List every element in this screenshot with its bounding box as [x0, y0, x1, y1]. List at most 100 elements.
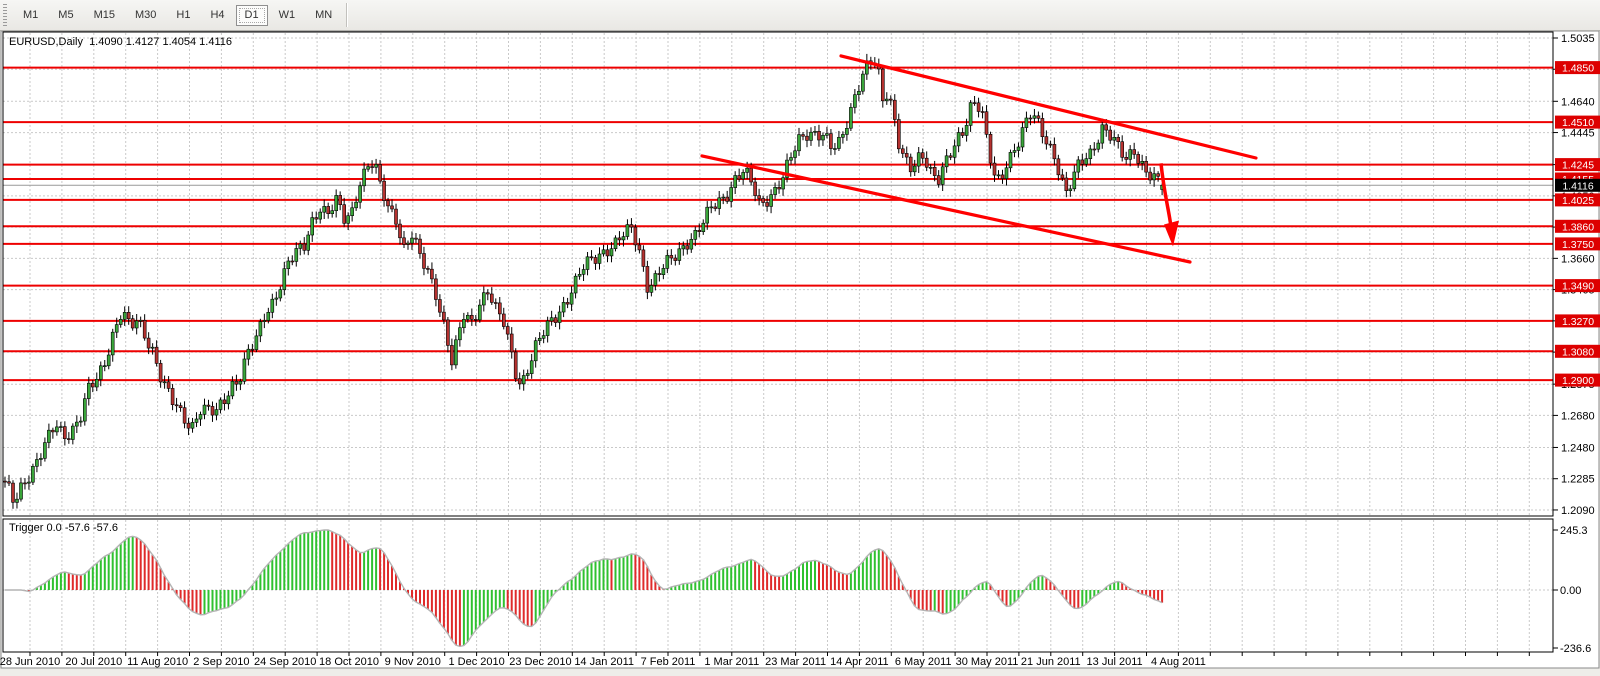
toolbar-separator — [346, 3, 349, 27]
candlestick — [27, 481, 31, 484]
price-axis-label: 1.4445 — [1561, 128, 1595, 140]
candlestick — [549, 317, 554, 322]
timeframe-button-w1[interactable]: W1 — [278, 8, 296, 21]
timeframe-button-m30[interactable]: M30 — [134, 8, 157, 21]
candlestick — [1128, 149, 1132, 160]
down-arrow-head[interactable] — [1164, 220, 1179, 247]
date-axis-label: 28 Jun 2010 — [0, 656, 60, 668]
candlestick — [717, 197, 722, 209]
candlestick — [649, 285, 654, 293]
timeframe-button-h4[interactable]: H4 — [210, 8, 225, 21]
indicator-pane — [3, 519, 1553, 652]
candlestick — [1056, 158, 1061, 176]
candlestick — [1100, 124, 1105, 144]
timeframe-button-m15[interactable]: M15 — [93, 8, 115, 21]
price-level-badge — [1555, 193, 1600, 207]
candlestick — [701, 222, 706, 232]
candlestick — [1000, 174, 1005, 179]
candlestick — [749, 167, 753, 183]
candlestick — [322, 206, 327, 213]
candlestick — [318, 211, 323, 220]
timeframe-button-m5[interactable]: M5 — [58, 8, 74, 21]
trendline[interactable] — [700, 154, 1192, 264]
candlestick — [753, 181, 757, 196]
candlestick — [1132, 149, 1136, 155]
candlestick — [242, 358, 247, 382]
indicator-pane-border[interactable] — [2, 518, 1554, 653]
candlestick — [541, 335, 546, 339]
candlestick — [1136, 154, 1140, 164]
candlestick — [258, 321, 263, 337]
candlestick — [338, 195, 343, 205]
toolbar-grip[interactable] — [3, 4, 7, 26]
candlestick — [469, 314, 474, 320]
timeframe-button-m1[interactable]: M1 — [23, 8, 39, 21]
date-axis-label: 11 Aug 2010 — [127, 656, 188, 668]
date-axis-label: 6 May 2011 — [895, 656, 952, 668]
candlestick — [210, 406, 215, 416]
candlestick — [378, 164, 382, 182]
timeframe-button-mn[interactable]: MN — [315, 8, 333, 21]
candlestick — [1068, 188, 1073, 191]
candlestick — [745, 167, 749, 173]
candlestick — [665, 255, 670, 269]
date-axis-label: 21 Jun 2011 — [1021, 656, 1081, 668]
candlestick — [67, 438, 71, 440]
candlestick — [1040, 118, 1045, 138]
candlestick — [342, 204, 347, 224]
price-level-badge — [1555, 279, 1600, 293]
candlestick — [473, 318, 478, 321]
candlestick — [613, 237, 618, 249]
trendline[interactable] — [839, 54, 1258, 160]
candlestick — [884, 98, 889, 102]
candlestick — [725, 196, 730, 202]
price-axis-label: 1.3660 — [1561, 253, 1595, 265]
candlestick — [398, 223, 402, 239]
price-level-badge-label: 1.4025 — [1562, 195, 1594, 207]
candlestick — [158, 363, 163, 383]
date-axis-label: 23 Dec 2010 — [509, 656, 571, 668]
candlestick — [829, 133, 833, 149]
candlestick — [354, 201, 358, 209]
candlestick — [489, 293, 494, 303]
candlestick — [51, 429, 55, 433]
candlestick — [254, 335, 259, 350]
price-axis-label: 1.2680 — [1561, 410, 1595, 422]
date-axis-label: 7 Feb 2011 — [641, 656, 696, 668]
candlestick — [110, 331, 115, 356]
date-axis-label: 14 Jan 2011 — [574, 656, 634, 668]
candlestick — [964, 125, 969, 136]
candlestick — [282, 268, 287, 291]
candlestick — [960, 132, 965, 136]
price-level-badge-label: 1.3860 — [1562, 221, 1594, 233]
price-axis-label: 1.2480 — [1561, 442, 1595, 454]
candlestick — [681, 245, 686, 250]
candlestick — [853, 94, 857, 108]
candlestick — [948, 155, 953, 158]
candlestick — [1104, 124, 1108, 131]
price-level-badge-label: 1.4510 — [1562, 117, 1594, 129]
candlestick — [892, 99, 897, 120]
candlestick — [390, 205, 394, 210]
candlestick — [286, 260, 291, 269]
grid-lines — [3, 33, 1553, 651]
candlestick — [1116, 137, 1120, 143]
timeframe-button-h1[interactable]: H1 — [176, 8, 191, 21]
candlestick — [1024, 117, 1029, 128]
candlestick — [138, 319, 143, 322]
candlestick — [801, 134, 805, 137]
candlestick — [721, 196, 726, 199]
timeframe-button-d1[interactable]: D1 — [235, 4, 268, 26]
candlestick — [493, 302, 498, 304]
candlestick — [186, 422, 191, 429]
candlestick — [521, 375, 526, 385]
date-axis-label: 1 Mar 2011 — [704, 656, 759, 668]
price-level-badge — [1555, 237, 1600, 251]
candlestick — [601, 249, 606, 255]
candlestick — [809, 131, 813, 141]
candlestick — [350, 207, 354, 217]
candlestick — [517, 378, 522, 385]
candlestick — [641, 249, 646, 267]
candlestick — [825, 133, 829, 136]
price-level-badge — [1555, 61, 1600, 75]
